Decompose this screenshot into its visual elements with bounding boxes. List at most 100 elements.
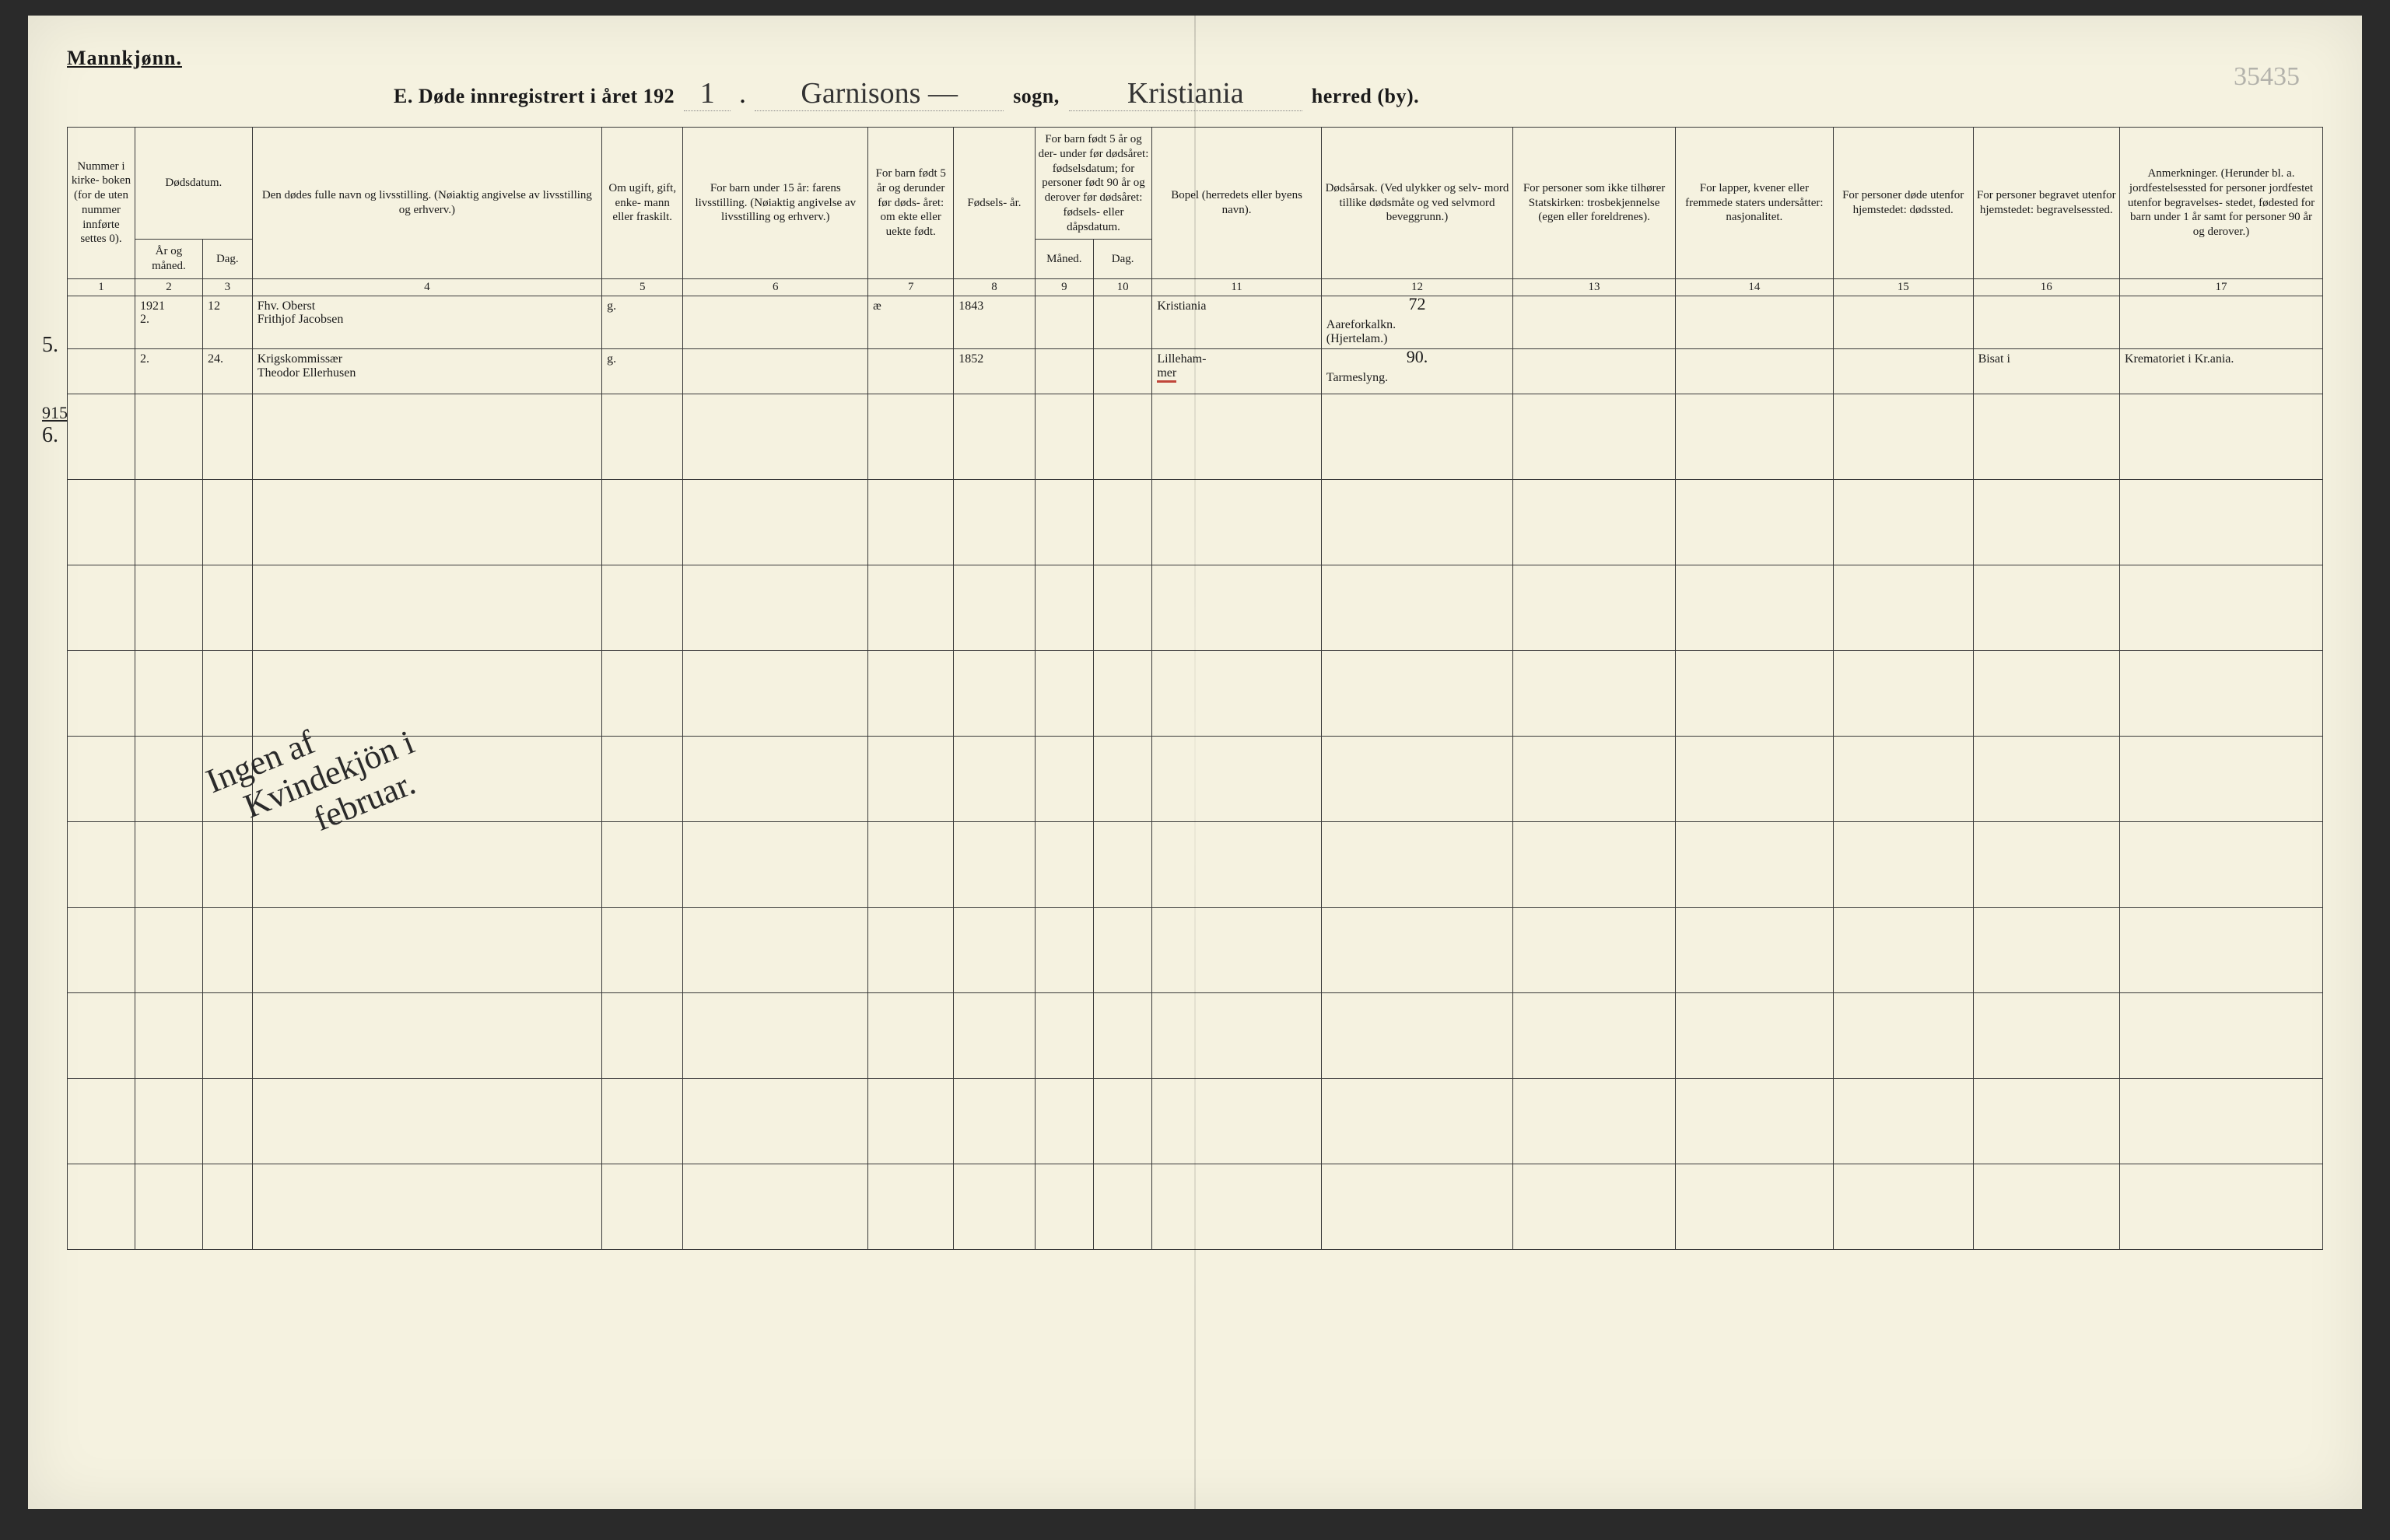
cell-blank <box>2119 651 2322 737</box>
cell-blank <box>1973 1164 2119 1250</box>
cell-blank <box>868 480 954 565</box>
table-row: 19212.12Fhv. OberstFrithjof Jacobseng.æ1… <box>68 296 2323 348</box>
cell-blank <box>1094 1164 1152 1250</box>
cell-blank <box>68 993 135 1079</box>
cell-c6 <box>683 349 868 394</box>
cell-blank <box>68 394 135 480</box>
table-row-blank <box>68 480 2323 565</box>
title-prefix: E. Døde innregistrert i året 192 <box>394 85 675 108</box>
cell-blank <box>68 1079 135 1164</box>
cell-blank <box>683 480 868 565</box>
cell-c8: 1843 <box>954 296 1035 348</box>
col-3-header: Dag. <box>202 240 252 279</box>
cell-blank <box>202 993 252 1079</box>
cell-blank <box>252 480 601 565</box>
cell-blank <box>1973 1079 2119 1164</box>
cell-blank <box>868 737 954 822</box>
cell-blank <box>954 908 1035 993</box>
cell-blank <box>954 1079 1035 1164</box>
cell-blank <box>1035 1079 1093 1164</box>
cell-c17 <box>2119 296 2322 348</box>
cell-blank <box>1833 1079 1973 1164</box>
cell-blank <box>1675 908 1833 993</box>
cell-blank <box>868 822 954 908</box>
table-row-blank <box>68 1079 2323 1164</box>
margin-entry-5: 5. <box>42 333 58 358</box>
cell-blank <box>1035 480 1093 565</box>
col-5-header: Om ugift, gift, enke- mann eller fraskil… <box>602 128 683 279</box>
cell-c12: 72Aareforkalkn.(Hjertelam.) <box>1321 296 1512 348</box>
cell-blank <box>1094 394 1152 480</box>
cell-blank <box>1513 480 1676 565</box>
cell-blank <box>1094 993 1152 1079</box>
cell-blank <box>1094 1079 1152 1164</box>
cell-blank <box>868 993 954 1079</box>
cell-c2: 2. <box>135 349 202 394</box>
cell-blank <box>1833 394 1973 480</box>
sogn-filled: Garnisons — <box>755 76 1004 111</box>
cell-c11: Lilleham-mer <box>1152 349 1321 394</box>
col-10-header: Dag. <box>1094 240 1152 279</box>
cell-blank <box>1094 822 1152 908</box>
title-year: 1 <box>684 76 731 111</box>
cell-c6 <box>683 296 868 348</box>
cell-c13 <box>1513 296 1676 348</box>
cell-blank <box>68 822 135 908</box>
cell-c15 <box>1833 296 1973 348</box>
cell-blank <box>252 1164 601 1250</box>
cell-blank <box>202 1079 252 1164</box>
cell-c4: KrigskommissærTheodor Ellerhusen <box>252 349 601 394</box>
cell-blank <box>2119 565 2322 651</box>
cell-blank <box>1513 565 1676 651</box>
cell-blank <box>252 1079 601 1164</box>
cell-blank <box>1973 394 2119 480</box>
colnum-9: 9 <box>1035 278 1093 296</box>
cell-blank <box>683 1079 868 1164</box>
cell-blank <box>202 908 252 993</box>
col-8-header: Fødsels- år. <box>954 128 1035 279</box>
cell-blank <box>1152 480 1321 565</box>
cell-c5: g. <box>602 349 683 394</box>
colnum-14: 14 <box>1675 278 1833 296</box>
col-16-header: For personer begravet utenfor hjemstedet… <box>1973 128 2119 279</box>
ledger-table: Nummer i kirke- boken (for de uten numme… <box>67 127 2323 1250</box>
col-12-header: Dødsårsak. (Ved ulykker og selv- mord ti… <box>1321 128 1512 279</box>
cell-blank <box>1035 394 1093 480</box>
cell-blank <box>68 480 135 565</box>
colnum-11: 11 <box>1152 278 1321 296</box>
cell-blank <box>2119 822 2322 908</box>
cell-blank <box>1094 908 1152 993</box>
cell-blank <box>252 993 601 1079</box>
cell-blank <box>1152 1164 1321 1250</box>
cell-blank <box>1675 993 1833 1079</box>
cell-c3: 24. <box>202 349 252 394</box>
cell-blank <box>1973 993 2119 1079</box>
cell-blank <box>602 480 683 565</box>
cell-c16: Bisat i <box>1973 349 2119 394</box>
cell-blank <box>1675 394 1833 480</box>
cell-c14 <box>1675 349 1833 394</box>
cell-blank <box>2119 1164 2322 1250</box>
cell-blank <box>1152 993 1321 1079</box>
cell-blank <box>252 394 601 480</box>
cell-blank <box>1094 737 1152 822</box>
cell-blank <box>602 822 683 908</box>
cell-blank <box>135 480 202 565</box>
cell-blank <box>1513 737 1676 822</box>
table-row: 2.24.KrigskommissærTheodor Ellerhuseng. 1… <box>68 349 2323 394</box>
cell-blank <box>1833 737 1973 822</box>
cell-blank <box>68 1164 135 1250</box>
cell-c8: 1852 <box>954 349 1035 394</box>
cell-c16 <box>1973 296 2119 348</box>
cell-blank <box>1035 651 1093 737</box>
cell-blank <box>1152 737 1321 822</box>
cell-blank <box>1035 822 1093 908</box>
cell-blank <box>1321 822 1512 908</box>
cell-c10 <box>1094 296 1152 348</box>
cell-c12: 90.Tarmeslyng. <box>1321 349 1512 394</box>
colnum-1: 1 <box>68 278 135 296</box>
cell-blank <box>1973 480 2119 565</box>
cell-blank <box>602 565 683 651</box>
cell-blank <box>1675 822 1833 908</box>
colnum-2: 2 <box>135 278 202 296</box>
